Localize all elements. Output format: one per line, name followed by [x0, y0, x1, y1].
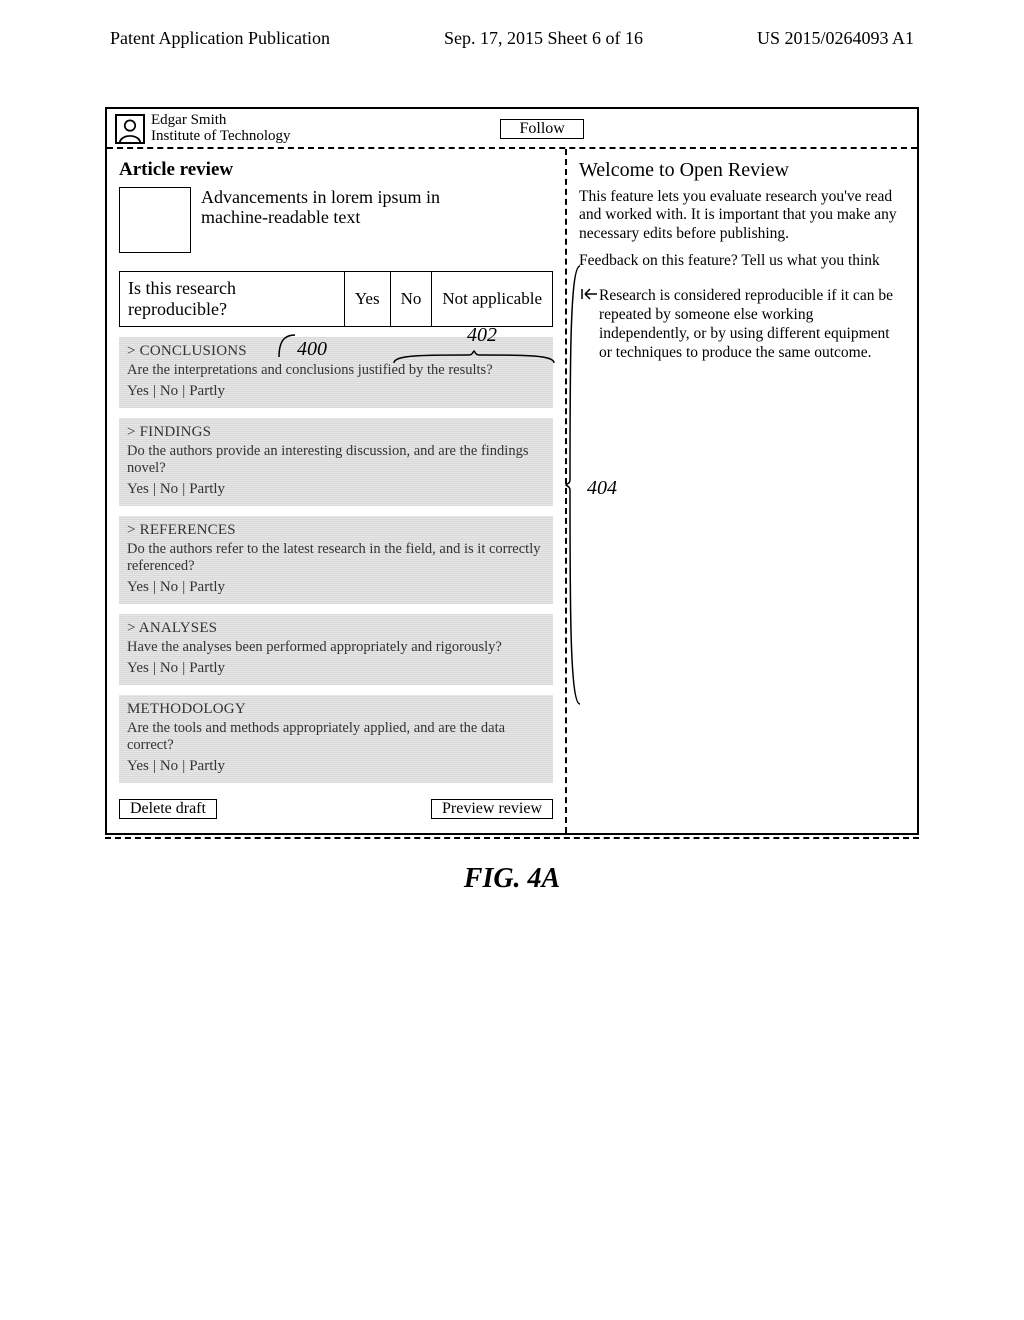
- review-section: METHODOLOGY Are the tools and methods app…: [119, 695, 553, 783]
- section-option[interactable]: Partly: [189, 660, 225, 676]
- user-name: Edgar Smith: [151, 113, 290, 129]
- section-option[interactable]: Yes: [127, 579, 149, 595]
- delete-draft-button[interactable]: Delete draft: [119, 799, 217, 819]
- section-options: Yes|No|Partly: [127, 579, 545, 596]
- tip-text: Research is considered reproducible if i…: [599, 287, 905, 363]
- annotation-404: 404: [587, 477, 617, 500]
- section-question: Do the authors provide an interesting di…: [127, 443, 545, 477]
- section-question: Do the authors refer to the latest resea…: [127, 541, 545, 575]
- section-option[interactable]: No: [160, 660, 178, 676]
- option-separator: |: [182, 660, 185, 676]
- welcome-paragraph-2: Feedback on this feature? Tell us what y…: [579, 252, 905, 271]
- section-options: Yes|No|Partly: [127, 758, 545, 775]
- user-bar: Edgar Smith Institute of Technology Foll…: [107, 109, 917, 149]
- section-option[interactable]: Yes: [127, 481, 149, 497]
- option-separator: |: [182, 758, 185, 774]
- section-option[interactable]: Yes: [127, 383, 149, 399]
- header-right: US 2015/0264093 A1: [757, 28, 914, 49]
- callout-hook-400: [271, 333, 297, 359]
- section-option[interactable]: No: [160, 579, 178, 595]
- figure-frame: Edgar Smith Institute of Technology Foll…: [105, 107, 919, 835]
- article-thumbnail: [119, 187, 191, 253]
- review-section: > FINDINGS Do the authors provide an inte…: [119, 418, 553, 506]
- section-option[interactable]: Yes: [127, 660, 149, 676]
- section-option[interactable]: Partly: [189, 383, 225, 399]
- option-separator: |: [182, 481, 185, 497]
- right-column: Welcome to Open Review This feature lets…: [567, 149, 917, 833]
- left-column: Article review Advancements in lorem ips…: [107, 149, 567, 833]
- section-options: Yes|No|Partly: [127, 660, 545, 677]
- user-affiliation: Institute of Technology: [151, 129, 290, 145]
- section-label: > ANALYSES: [127, 620, 545, 637]
- preview-review-button[interactable]: Preview review: [431, 799, 553, 819]
- callout-brace-402: [393, 350, 555, 364]
- section-option[interactable]: Partly: [189, 481, 225, 497]
- section-label: METHODOLOGY: [127, 701, 545, 718]
- section-options: Yes|No|Partly: [127, 383, 545, 400]
- opt-yes[interactable]: Yes: [344, 271, 390, 326]
- header-left: Patent Application Publication: [110, 28, 330, 49]
- section-question: Are the interpretations and conclusions …: [127, 362, 545, 379]
- option-separator: |: [153, 579, 156, 595]
- review-section: > CONCLUSIONSAre the interpretations and…: [119, 337, 553, 408]
- reproducible-question-row: Is this research reproducible? Yes No No…: [119, 271, 553, 327]
- dashed-bottom-border: [105, 837, 919, 839]
- follow-button[interactable]: Follow: [500, 119, 583, 139]
- button-row: Delete draft Preview review: [119, 799, 553, 819]
- article-review-heading: Article review: [119, 159, 553, 181]
- header-center: Sep. 17, 2015 Sheet 6 of 16: [444, 28, 643, 49]
- reproducible-question: Is this research reproducible?: [120, 271, 344, 326]
- review-section: > ANALYSES Have the analyses been perform…: [119, 614, 553, 685]
- user-text: Edgar Smith Institute of Technology: [151, 113, 290, 145]
- section-option[interactable]: Partly: [189, 579, 225, 595]
- annotation-402: 402: [467, 324, 497, 347]
- article-header: Advancements in lorem ipsum in machine-r…: [119, 187, 553, 253]
- figure-caption: FIG. 4A: [0, 863, 1024, 895]
- patent-page-header: Patent Application Publication Sep. 17, …: [0, 0, 1024, 57]
- avatar: [115, 114, 145, 144]
- section-option[interactable]: Partly: [189, 758, 225, 774]
- section-option[interactable]: No: [160, 758, 178, 774]
- section-label: > REFERENCES: [127, 522, 545, 539]
- section-options: Yes|No|Partly: [127, 481, 545, 498]
- option-separator: |: [182, 383, 185, 399]
- option-separator: |: [153, 481, 156, 497]
- callout-brace-404: [565, 265, 583, 710]
- option-separator: |: [153, 660, 156, 676]
- option-separator: |: [153, 383, 156, 399]
- opt-no[interactable]: No: [390, 271, 432, 326]
- opt-not-applicable[interactable]: Not applicable: [431, 271, 552, 326]
- option-separator: |: [153, 758, 156, 774]
- option-separator: |: [182, 579, 185, 595]
- section-option[interactable]: No: [160, 481, 178, 497]
- section-question: Have the analyses been performed appropr…: [127, 639, 545, 656]
- article-title: Advancements in lorem ipsum in machine-r…: [201, 187, 440, 253]
- annotation-400: 400: [297, 338, 327, 361]
- section-option[interactable]: No: [160, 383, 178, 399]
- welcome-paragraph-1: This feature lets you evaluate research …: [579, 188, 905, 245]
- section-option[interactable]: Yes: [127, 758, 149, 774]
- welcome-heading: Welcome to Open Review: [579, 159, 905, 182]
- section-label: > FINDINGS: [127, 424, 545, 441]
- tip-row: Research is considered reproducible if i…: [579, 287, 905, 363]
- section-question: Are the tools and methods appropriately …: [127, 720, 545, 754]
- review-section: > REFERENCES Do the authors refer to the …: [119, 516, 553, 604]
